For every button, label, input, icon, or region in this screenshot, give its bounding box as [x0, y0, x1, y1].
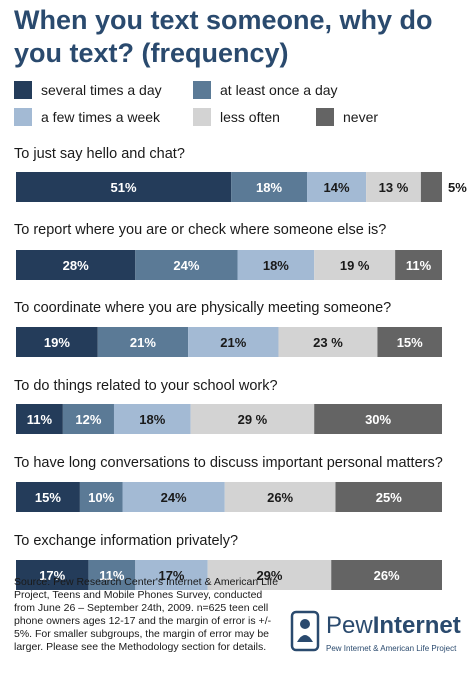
data-label: 14%	[324, 180, 350, 195]
data-label: 29 %	[238, 412, 268, 427]
question-label: To coordinate where you are physically m…	[14, 300, 392, 316]
bar-segment	[62, 404, 114, 434]
bar-segment	[122, 482, 225, 512]
legend-label: several times a day	[41, 82, 162, 98]
bar-segment	[307, 172, 367, 202]
data-label: 30%	[365, 412, 391, 427]
bar-segment	[231, 172, 308, 202]
bar-segment	[16, 327, 98, 357]
bar-segment	[335, 482, 442, 512]
legend-item-several-times-a-day: several times a day	[14, 80, 162, 100]
bar-segment	[278, 327, 378, 357]
bar-segment	[237, 250, 315, 280]
data-label: 25%	[376, 490, 402, 505]
bar-segment	[395, 250, 442, 280]
data-label: 15%	[35, 490, 61, 505]
data-label: 18%	[139, 412, 165, 427]
pew-internet-logo: PewInternet Pew Internet & American Life…	[288, 606, 470, 666]
bar-segment	[113, 404, 191, 434]
logo-word-pew: Pew	[326, 612, 373, 639]
question-label: To have long conversations to discuss im…	[14, 455, 443, 471]
bar-segment	[224, 482, 336, 512]
data-label: 24%	[161, 490, 187, 505]
data-label: 21%	[220, 335, 246, 350]
legend-label: a few times a week	[41, 109, 161, 125]
bar-segment	[88, 560, 136, 590]
data-label: 13 %	[379, 180, 409, 195]
question-label: To report where you are or check where s…	[14, 222, 387, 238]
bar-segment	[79, 482, 123, 512]
data-label: 15%	[397, 335, 423, 350]
legend-item-a-few-times-a-week: a few times a week	[14, 107, 160, 127]
data-label: 19 %	[340, 258, 370, 273]
legend-label: never	[343, 109, 379, 125]
legend-item-never: never	[316, 107, 378, 127]
bar-segment	[16, 560, 89, 590]
data-label: 26%	[374, 568, 400, 583]
legend-swatch	[193, 108, 211, 126]
logo-mark-icon	[290, 610, 320, 652]
data-label: 10%	[88, 490, 114, 505]
legend-label: less often	[220, 109, 280, 125]
question-label: To do things related to your school work…	[14, 378, 278, 394]
data-label: 5%	[448, 180, 467, 195]
bar-segment	[377, 327, 442, 357]
bar-segment	[190, 404, 315, 434]
data-label: 28%	[63, 258, 89, 273]
legend-item-less-often: less often	[193, 107, 280, 127]
data-label: 11%	[27, 412, 53, 427]
data-label: 17%	[39, 568, 65, 583]
logo-tagline: Pew Internet & American Life Project	[326, 644, 457, 653]
question-label: To just say hello and chat?	[14, 146, 185, 162]
data-label: 51%	[111, 180, 137, 195]
data-label: 21%	[130, 335, 156, 350]
logo-word-internet: Internet	[372, 612, 461, 639]
data-label: 26%	[267, 490, 293, 505]
bar-segment	[135, 250, 238, 280]
chart-title: When you text someone, why do you text? …	[14, 5, 433, 68]
bar-segment	[188, 327, 279, 357]
bar-segment	[16, 172, 232, 202]
data-label: 17%	[158, 568, 184, 583]
question-label: To exchange information privately?	[14, 533, 239, 549]
bar-segment	[135, 560, 208, 590]
bar-segment	[314, 404, 442, 434]
data-label: 18%	[256, 180, 282, 195]
legend-item-at-least-once-a-day: at least once a day	[193, 80, 338, 100]
bar-segment	[314, 250, 396, 280]
legend-swatch	[193, 81, 211, 99]
data-label: 23 %	[313, 335, 343, 350]
bar-segment	[16, 482, 80, 512]
bar-segment	[366, 172, 421, 202]
legend-swatch	[14, 108, 32, 126]
data-label: 18%	[263, 258, 289, 273]
data-label: 12%	[75, 412, 101, 427]
legend-label: at least once a day	[220, 82, 338, 98]
logo-wordmark: PewInternet	[326, 612, 461, 640]
bar-segment	[97, 327, 189, 357]
data-label: 29%	[256, 568, 282, 583]
legend-swatch	[14, 81, 32, 99]
bar-segment	[16, 404, 63, 434]
bar-segment	[420, 172, 442, 202]
bar-segment	[207, 560, 332, 590]
data-label: 24%	[173, 258, 199, 273]
legend-swatch	[316, 108, 334, 126]
data-label: 19%	[44, 335, 70, 350]
bar-segment	[16, 250, 136, 280]
legend: several times a day at least once a day …	[14, 80, 464, 130]
data-label: 11%	[406, 258, 432, 273]
bar-segment	[331, 560, 442, 590]
data-label: 11%	[99, 568, 125, 583]
source-note: Source: Pew Research Center's Internet &…	[14, 576, 279, 653]
